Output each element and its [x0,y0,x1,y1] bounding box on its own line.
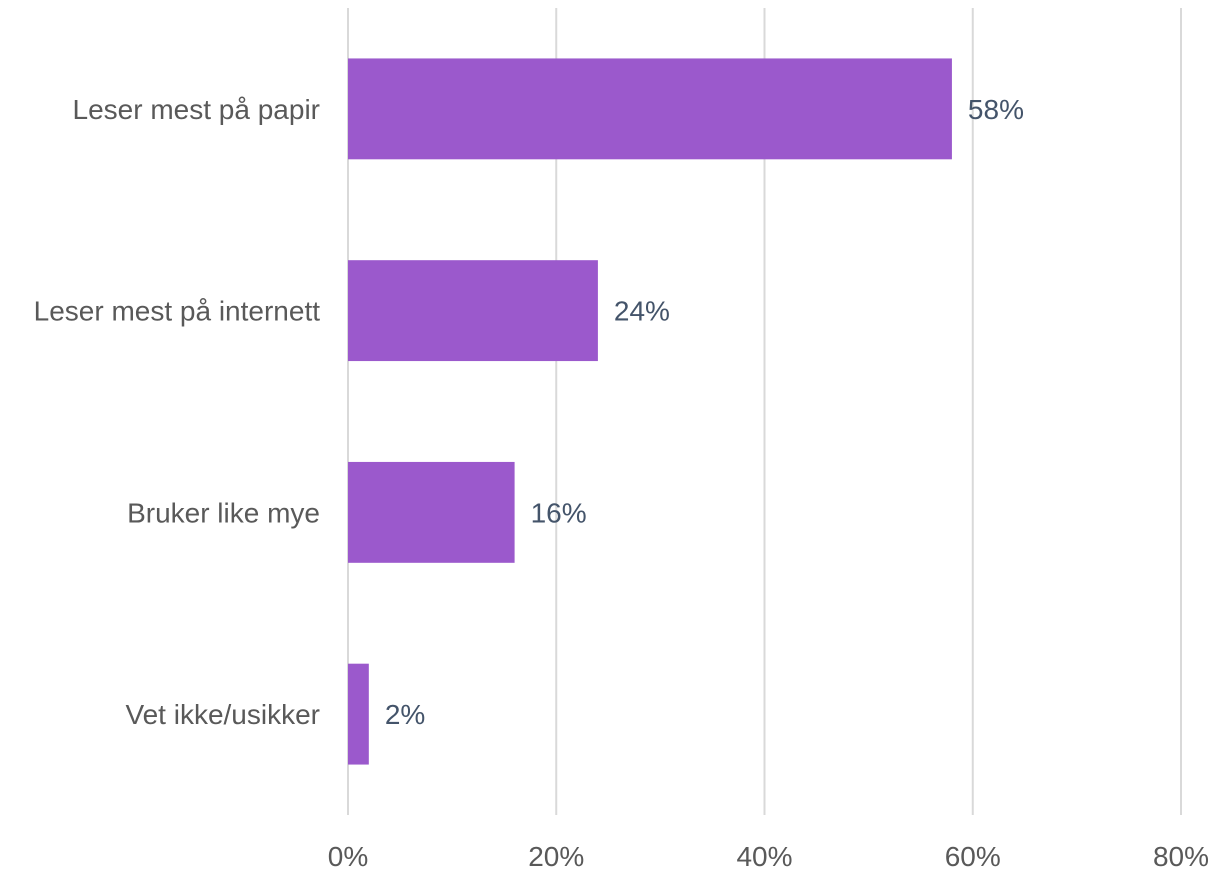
value-label: 24% [614,296,670,327]
category-label: Bruker like mye [127,497,320,528]
category-label: Leser mest på internett [34,296,321,327]
x-tick-label: 60% [945,841,1001,870]
x-tick-label: 40% [736,841,792,870]
bars [348,58,952,765]
category-label: Vet ikke/usikker [125,699,320,730]
x-axis-ticks: 0% 20% 40% 60% 80% [328,841,1209,870]
value-label: 2% [385,699,425,730]
category-label: Leser mest på papir [73,94,320,125]
bar [348,260,598,362]
value-label: 16% [531,497,587,528]
bar [348,663,369,765]
bar [348,461,515,563]
x-tick-label: 20% [528,841,584,870]
value-label: 58% [968,94,1024,125]
bar [348,58,952,160]
labels: Leser mest på papir 58% Leser mest på inte… [34,94,1024,730]
x-tick-label: 0% [328,841,368,870]
x-tick-label: 80% [1153,841,1209,870]
